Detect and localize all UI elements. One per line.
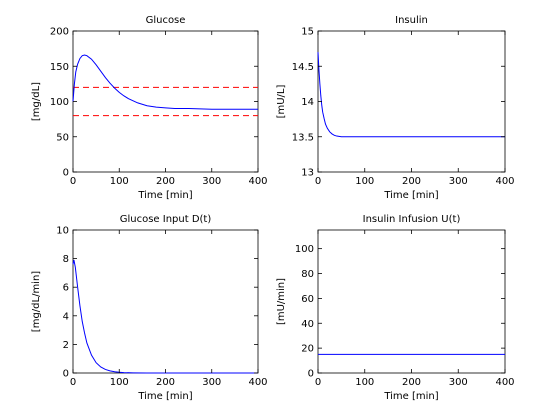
x-tick-label: 0 (315, 176, 321, 187)
x-tick-label: 400 (248, 377, 267, 388)
y-axis-label: [mg/dL/min] (31, 271, 42, 333)
x-tick-label: 200 (402, 176, 421, 187)
series-line-1 (72, 54, 258, 110)
x-tick-label: 300 (449, 176, 468, 187)
y-axis-label: [mg/dL] (31, 82, 42, 121)
subplot-3: 0 100 200 300 400 0 2 4 6 8 10 Glucose Input D(t) Ti… (31, 214, 268, 402)
x-tick-label: 300 (202, 377, 221, 388)
y-tick-label: 2 (63, 340, 69, 351)
y-tick-label: 14 (301, 97, 314, 108)
x-tick-label: 400 (495, 377, 514, 388)
subplot-2: 0 100 200 300 400 13 13.5 14 14.5 15 Insulin Time [… (276, 15, 515, 201)
subplot-4: 0 100 200 300 400 0 20 40 60 80 100 Insulin Infusio… (276, 214, 515, 402)
x-axis-label: Time [min] (383, 190, 438, 201)
chart-title: Insulin (395, 15, 428, 26)
y-tick-label: 60 (301, 294, 314, 305)
y-axis-label: [mU/min] (276, 278, 287, 325)
x-tick-label: 100 (110, 176, 129, 187)
y-tick-label: 14.5 (292, 62, 314, 73)
chart-title: Insulin Infusion U(t) (363, 214, 461, 225)
y-tick-label: 4 (63, 311, 69, 322)
y-tick-label: 0 (63, 369, 69, 380)
x-tick-label: 200 (402, 377, 421, 388)
y-tick-label: 0 (63, 168, 69, 179)
x-tick-label: 0 (70, 377, 76, 388)
y-tick-label: 100 (50, 97, 69, 108)
chart-title: Glucose Input D(t) (120, 214, 212, 225)
y-tick-label: 20 (301, 344, 314, 355)
y-tick-label: 6 (63, 283, 69, 294)
x-tick-label: 0 (315, 377, 321, 388)
plot-area (72, 229, 259, 374)
y-tick-label: 200 (50, 27, 69, 38)
y-tick-label: 150 (50, 62, 69, 73)
y-tick-label: 13.5 (292, 132, 314, 143)
x-tick-label: 100 (110, 377, 129, 388)
x-tick-label: 200 (156, 377, 175, 388)
x-tick-label: 300 (202, 176, 221, 187)
x-tick-label: 300 (449, 377, 468, 388)
series-line-1 (72, 259, 258, 374)
y-tick-label: 50 (56, 132, 69, 143)
x-tick-label: 200 (156, 176, 175, 187)
subplot-1: 0 100 200 300 400 0 50 100 150 200 Glucose Time [mi… (31, 15, 268, 201)
y-tick-label: 10 (56, 226, 69, 237)
x-axis-label: Time [min] (137, 391, 192, 402)
x-axis-label: Time [min] (137, 190, 192, 201)
plot-area (317, 30, 506, 173)
y-tick-label: 13 (301, 168, 314, 179)
plot-area (72, 30, 259, 173)
y-tick-label: 40 (301, 319, 314, 330)
y-axis-label: [mU/L] (276, 85, 287, 119)
y-tick-label: 8 (63, 254, 69, 265)
y-tick-label: 80 (301, 269, 314, 280)
x-axis-label: Time [min] (383, 391, 438, 402)
y-tick-label: 100 (295, 244, 314, 255)
x-tick-label: 400 (248, 176, 267, 187)
x-tick-label: 400 (495, 176, 514, 187)
x-tick-label: 100 (355, 176, 374, 187)
plot-area (317, 229, 506, 374)
chart-title: Glucose (146, 15, 186, 26)
x-tick-label: 100 (355, 377, 374, 388)
y-tick-label: 0 (308, 369, 314, 380)
x-tick-label: 0 (70, 176, 76, 187)
y-tick-label: 15 (301, 27, 314, 38)
series-line-1 (317, 52, 505, 138)
